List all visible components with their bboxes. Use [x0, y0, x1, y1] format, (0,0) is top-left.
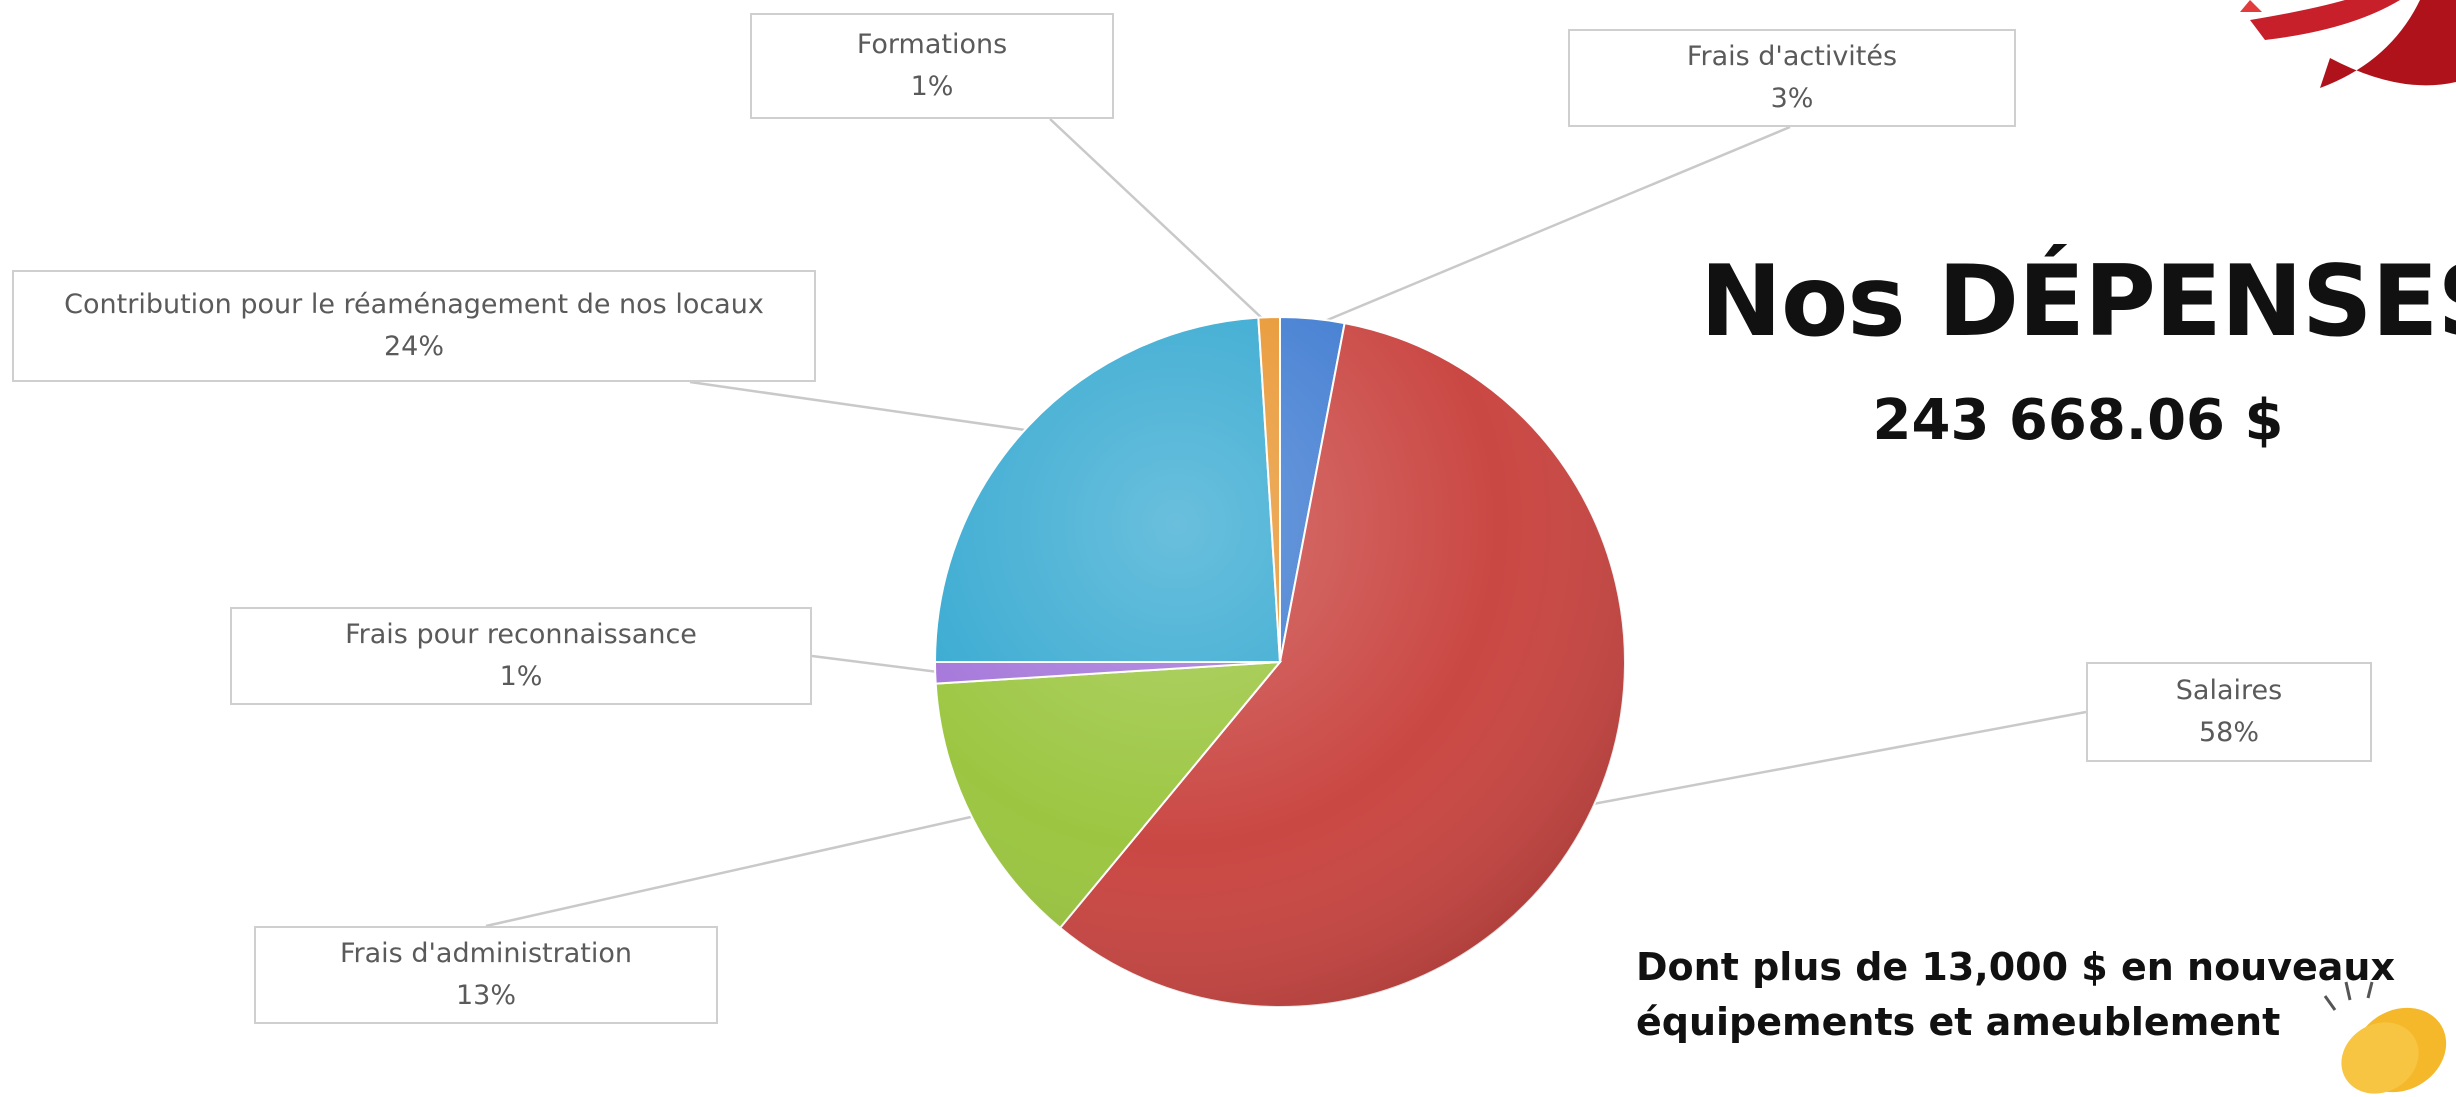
note-line-2: équipements et ameublement [1636, 1000, 2281, 1045]
callout-label: Salaires [2175, 675, 2283, 707]
pie-slice-contribution-pour-le-r-am-nagement-de-nos-locaux [933, 316, 1282, 663]
logo-swoosh-icon [2240, 0, 2456, 88]
leader-line [811, 654, 944, 674]
callout-percent: 24% [383, 331, 444, 362]
note-line-1: Dont plus de 13,000 $ en nouveaux [1636, 945, 2395, 989]
pie-slices [933, 315, 1626, 1008]
leader-line [1049, 118, 1271, 327]
callout-frais-administration: Frais d'administration 13% [254, 926, 718, 1024]
clapping-hands-icon [2323, 981, 2447, 1094]
leader-line [689, 380, 1035, 433]
callout-label: Contribution pour le réaménagement de no… [64, 289, 764, 321]
callout-label: Formations [856, 29, 1008, 61]
leader-line [1584, 710, 2087, 807]
page-title: Nos DÉPENSES [1700, 245, 2456, 359]
callout-label: Frais d'activités [1686, 41, 1898, 73]
callout-percent: 13% [455, 980, 516, 1011]
callout-percent: 1% [910, 71, 954, 102]
callout-salaires: Salaires 58% [2086, 662, 2372, 762]
callout-percent: 3% [1770, 83, 1814, 114]
callout-percent: 58% [2198, 717, 2259, 748]
callout-frais-reconnaissance: Frais pour reconnaissance 1% [230, 607, 812, 705]
callout-formations: Formations 1% [750, 13, 1114, 119]
callout-label: Frais d'administration [339, 938, 633, 970]
callout-percent: 1% [499, 661, 543, 692]
total-amount: 243 668.06 $ [1872, 388, 2284, 453]
callout-frais-activites: Frais d'activités 3% [1568, 29, 2016, 127]
leader-line [1311, 125, 1791, 328]
callout-contribution: Contribution pour le réaménagement de no… [12, 270, 816, 382]
callout-label: Frais pour reconnaissance [345, 619, 697, 651]
equipment-note: Dont plus de 13,000 $ en nouveaux équipe… [1636, 940, 2436, 1050]
leader-line [485, 813, 981, 928]
